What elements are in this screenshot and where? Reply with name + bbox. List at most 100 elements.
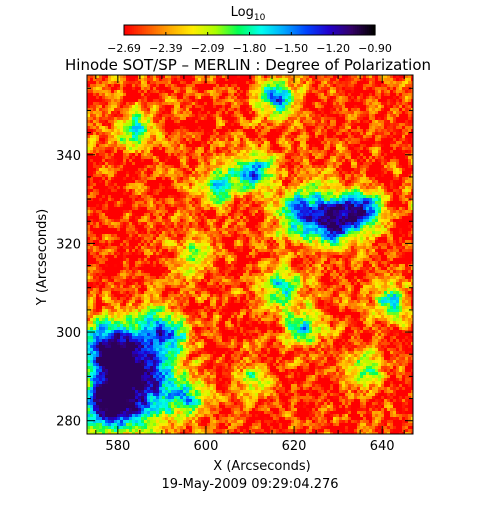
- heatmap-cell: [177, 126, 181, 130]
- heatmap-cell: [303, 84, 307, 88]
- heatmap-cell: [354, 156, 358, 160]
- heatmap-cell: [114, 180, 118, 184]
- heatmap-cell: [333, 87, 337, 91]
- heatmap-cell: [102, 120, 106, 124]
- heatmap-cell: [396, 120, 400, 124]
- colorbar-swatch: [270, 25, 274, 35]
- heatmap-cell: [195, 105, 199, 109]
- heatmap-cell: [306, 90, 310, 94]
- heatmap-cell: [342, 141, 346, 145]
- heatmap-cell: [309, 168, 313, 172]
- heatmap-cell: [213, 177, 217, 181]
- heatmap-cell: [132, 195, 136, 199]
- heatmap-cell: [114, 99, 118, 103]
- heatmap-cell: [195, 108, 199, 112]
- heatmap-cell: [234, 150, 238, 154]
- heatmap-cell: [264, 75, 268, 79]
- heatmap-cell: [267, 123, 271, 127]
- heatmap-cell: [351, 183, 355, 187]
- heatmap-cell: [309, 102, 313, 106]
- heatmap-cell: [237, 201, 241, 205]
- heatmap-cell: [168, 168, 172, 172]
- heatmap-cell: [366, 171, 370, 175]
- heatmap-cell: [213, 162, 217, 166]
- heatmap-cell: [336, 141, 340, 145]
- heatmap-cell: [282, 168, 286, 172]
- heatmap-cell: [87, 120, 91, 124]
- heatmap-cell: [354, 99, 358, 103]
- heatmap-cell: [129, 141, 133, 145]
- heatmap-cell: [381, 114, 385, 118]
- heatmap-cell: [90, 162, 94, 166]
- heatmap-cell: [90, 180, 94, 184]
- heatmap-cell: [381, 90, 385, 94]
- heatmap-cell: [120, 81, 124, 85]
- heatmap-cell: [363, 150, 367, 154]
- heatmap-cell: [99, 180, 103, 184]
- heatmap-cell: [270, 90, 274, 94]
- heatmap-cell: [180, 111, 184, 115]
- heatmap-cell: [258, 105, 262, 109]
- heatmap-cell: [318, 84, 322, 88]
- heatmap-cell: [264, 78, 268, 82]
- heatmap-cell: [324, 201, 328, 205]
- heatmap-cell: [204, 180, 208, 184]
- heatmap-cell: [360, 111, 364, 115]
- heatmap-cell: [165, 93, 169, 97]
- heatmap-cell: [381, 144, 385, 148]
- heatmap-cell: [156, 114, 160, 118]
- heatmap-cell: [303, 150, 307, 154]
- heatmap-cell: [390, 156, 394, 160]
- heatmap-cell: [201, 126, 205, 130]
- heatmap-cell: [246, 180, 250, 184]
- heatmap-cell: [183, 171, 187, 175]
- heatmap-cell: [213, 144, 217, 148]
- heatmap-cell: [102, 189, 106, 193]
- heatmap-cell: [342, 138, 346, 142]
- heatmap-cell: [231, 168, 235, 172]
- colorbar-swatch: [216, 25, 219, 35]
- heatmap-cell: [288, 135, 292, 139]
- heatmap-cell: [162, 189, 166, 193]
- heatmap-cell: [351, 78, 355, 82]
- heatmap-cell: [102, 207, 106, 211]
- heatmap-cell: [258, 90, 262, 94]
- heatmap-cell: [264, 81, 268, 85]
- heatmap-cell: [318, 99, 322, 103]
- heatmap-cell: [360, 87, 364, 91]
- heatmap-cell: [255, 168, 259, 172]
- heatmap-cell: [360, 180, 364, 184]
- heatmap-cell: [192, 93, 196, 97]
- heatmap-cell: [201, 102, 205, 106]
- heatmap-cell: [303, 87, 307, 91]
- heatmap-cell: [402, 168, 406, 172]
- heatmap-cell: [402, 195, 406, 199]
- heatmap-cell: [384, 156, 388, 160]
- colorbar-tick-label: −2.69: [107, 42, 141, 55]
- heatmap-cell: [177, 75, 181, 79]
- heatmap-cell: [351, 87, 355, 91]
- heatmap-cell: [306, 117, 310, 121]
- heatmap-cell: [93, 126, 97, 130]
- heatmap-cell: [411, 198, 414, 202]
- heatmap-cell: [360, 198, 364, 202]
- heatmap-cell: [402, 129, 406, 133]
- heatmap-cell: [303, 162, 307, 166]
- colorbar-swatch: [208, 25, 211, 35]
- heatmap-cell: [126, 207, 130, 211]
- heatmap-cell: [303, 156, 307, 160]
- heatmap-cell: [381, 198, 385, 202]
- heatmap-cell: [168, 198, 172, 202]
- heatmap-cell: [348, 183, 352, 187]
- heatmap-cell: [372, 201, 376, 205]
- heatmap-cell: [357, 180, 361, 184]
- heatmap-cell: [135, 159, 139, 163]
- heatmap-cell: [192, 135, 196, 139]
- heatmap-cell: [195, 78, 199, 82]
- heatmap-cell: [159, 177, 163, 181]
- heatmap-cell: [219, 159, 223, 163]
- heatmap-cell: [153, 186, 157, 190]
- colorbar-swatch: [358, 25, 362, 35]
- heatmap-cell: [294, 201, 298, 205]
- heatmap-cell: [315, 159, 319, 163]
